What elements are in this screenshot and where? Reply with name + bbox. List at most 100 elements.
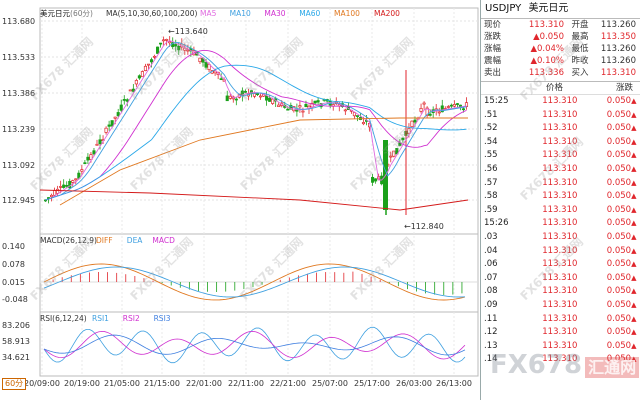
trade-change: 0.050 — [606, 218, 632, 229]
trade-price: 113.310 — [542, 259, 578, 270]
up-arrow-icon: ▲ — [631, 164, 637, 173]
chart-period-value: 60分 — [73, 9, 91, 18]
rsi-group — [43, 326, 466, 364]
quote-label: 卖出 — [484, 68, 502, 78]
trade-price: 113.310 — [542, 327, 578, 338]
trade-change: 0.050 — [606, 163, 632, 174]
trade-row: .03 113.310 0.050 ▲ — [481, 231, 640, 245]
quote-label: 涨跌 — [484, 32, 502, 42]
trade-time: .13 — [484, 340, 498, 351]
trade-header-time — [481, 82, 517, 94]
macd-legend: DIFF DEA MACD — [96, 236, 175, 245]
ma-legend-item: MA100 — [334, 9, 360, 18]
trade-price: 113.310 — [542, 313, 578, 324]
trade-row: .57 113.310 0.050 ▲ — [481, 177, 640, 191]
time-tick: 20/19:00 — [64, 379, 100, 388]
price-tick: 113.533 — [2, 53, 35, 62]
trade-row: .52 113.310 0.050 ▲ — [481, 122, 640, 136]
brand-text: FX678 — [490, 350, 583, 380]
trade-price: 113.310 — [542, 163, 578, 174]
trade-row: .07 113.310 0.050 ▲ — [481, 272, 640, 286]
up-arrow-icon: ▲ — [631, 246, 637, 255]
trade-row: .51 113.310 0.050 ▲ — [481, 109, 640, 123]
quote-value: ▲0.04% — [530, 44, 564, 54]
trade-change: 0.050 — [606, 191, 632, 202]
chart-area[interactable]: 113.680 113.533 113.386 113.239 113.092 112.9… — [0, 0, 480, 400]
ma-legend-label: MA(5,10,30,60,100,200) — [106, 9, 197, 18]
trade-price: 113.310 — [542, 286, 578, 297]
time-tick: 25/17:00 — [354, 379, 390, 388]
trade-change: 0.050 — [606, 245, 632, 256]
chart-svg[interactable]: 113.680 113.533 113.386 113.239 113.092 112.9… — [0, 0, 480, 400]
trade-time: .51 — [484, 109, 498, 120]
trade-change: 0.050 — [606, 327, 632, 338]
time-tick: 22/01:00 — [186, 379, 222, 388]
quote-label: 震幅 — [484, 56, 502, 66]
time-tick: 22/21:00 — [270, 379, 306, 388]
price-tick: 113.680 — [2, 17, 35, 26]
trade-change: 0.050 — [606, 313, 632, 324]
price-tick: 113.092 — [2, 161, 35, 170]
trade-change: 0.050 — [606, 259, 632, 270]
trade-price: 113.310 — [542, 136, 578, 147]
trade-row: .56 113.310 0.050 ▲ — [481, 163, 640, 177]
price-tick: 113.239 — [2, 125, 35, 134]
trade-change: 0.050 — [606, 109, 632, 120]
rsi-tick: 34.621 — [2, 353, 30, 362]
trade-time: .07 — [484, 272, 498, 283]
trade-price: 113.310 — [542, 299, 578, 310]
price-tick: 112.945 — [2, 196, 35, 205]
trade-change: 0.050 — [606, 286, 632, 297]
macd-tick: 0.140 — [2, 242, 25, 251]
quote-row: 涨幅 ▲0.04% 最低 113.260 — [481, 43, 640, 55]
trade-price: 113.310 — [542, 123, 578, 134]
candles[interactable] — [43, 36, 469, 215]
trade-change: 0.050 — [606, 204, 632, 215]
trade-row: .13 113.310 0.050 ▲ — [481, 340, 640, 354]
up-arrow-icon: ▲ — [631, 97, 637, 105]
trade-price: 113.310 — [542, 204, 578, 215]
trade-price: 113.310 — [542, 177, 578, 188]
trade-time: .54 — [484, 136, 498, 147]
trade-price: 113.310 — [542, 150, 578, 161]
trade-row: .11 113.310 0.050 ▲ — [481, 313, 640, 327]
trade-list[interactable]: 15:25 113.310 0.050 ▲ .51 113.310 0.050 ▲ .52 113… — [481, 95, 640, 367]
trade-time: .56 — [484, 163, 498, 174]
trade-row: .04 113.310 0.050 ▲ — [481, 245, 640, 259]
rsi-legend-item: RSI2 — [123, 314, 140, 323]
trade-price: 113.310 — [542, 272, 578, 283]
quote-row: 现价 113.310 开盘 113.260 — [481, 19, 640, 31]
trade-change: 0.050 — [606, 272, 632, 283]
quote-title: USDJPY 美元日元 — [481, 0, 640, 19]
time-tick: 26/13:00 — [436, 379, 472, 388]
trade-header: 价格 涨跌 — [481, 82, 640, 95]
rsi-label: RSI(6,12,24) — [40, 314, 87, 323]
trade-time: .11 — [484, 313, 498, 324]
trade-time: .14 — [484, 354, 498, 365]
trade-row: 15:25 113.310 0.050 ▲ — [481, 95, 640, 109]
brand-watermark: FX678 汇通网 — [490, 350, 640, 380]
ma-legend: MA5 MA10 MA30 MA60 MA100 MA200 — [200, 9, 400, 18]
macd-tick: 0.078 — [2, 260, 25, 269]
ma-legend-item: MA30 — [264, 9, 285, 18]
quote-value: 113.260 — [600, 56, 636, 66]
trade-price: 113.310 — [542, 191, 578, 202]
macd-tick: -0.048 — [2, 295, 28, 304]
trade-change: 0.050 — [606, 340, 632, 351]
time-tick: 26/03:00 — [396, 379, 432, 388]
trade-row: 15:26 113.310 0.050 ▲ — [481, 217, 640, 231]
chart-period: (60分) — [70, 9, 93, 18]
trade-time: .03 — [484, 231, 498, 242]
ma-legend-item: MA200 — [374, 9, 400, 18]
trade-row: .58 113.310 0.050 ▲ — [481, 190, 640, 204]
trade-row: .55 113.310 0.050 ▲ — [481, 149, 640, 163]
up-arrow-icon: ▲ — [631, 314, 637, 323]
period-button[interactable]: 60分 — [2, 378, 27, 390]
macd-legend-item: DIFF — [96, 236, 113, 245]
quote-value: 113.260 — [600, 20, 636, 30]
high-marker: ←113.640 — [168, 27, 208, 36]
trade-row: .54 113.310 0.050 ▲ — [481, 136, 640, 150]
macd-tick: 0.015 — [2, 278, 25, 287]
up-arrow-icon: ▲ — [631, 124, 637, 133]
trade-header-price: 价格 — [545, 83, 563, 93]
